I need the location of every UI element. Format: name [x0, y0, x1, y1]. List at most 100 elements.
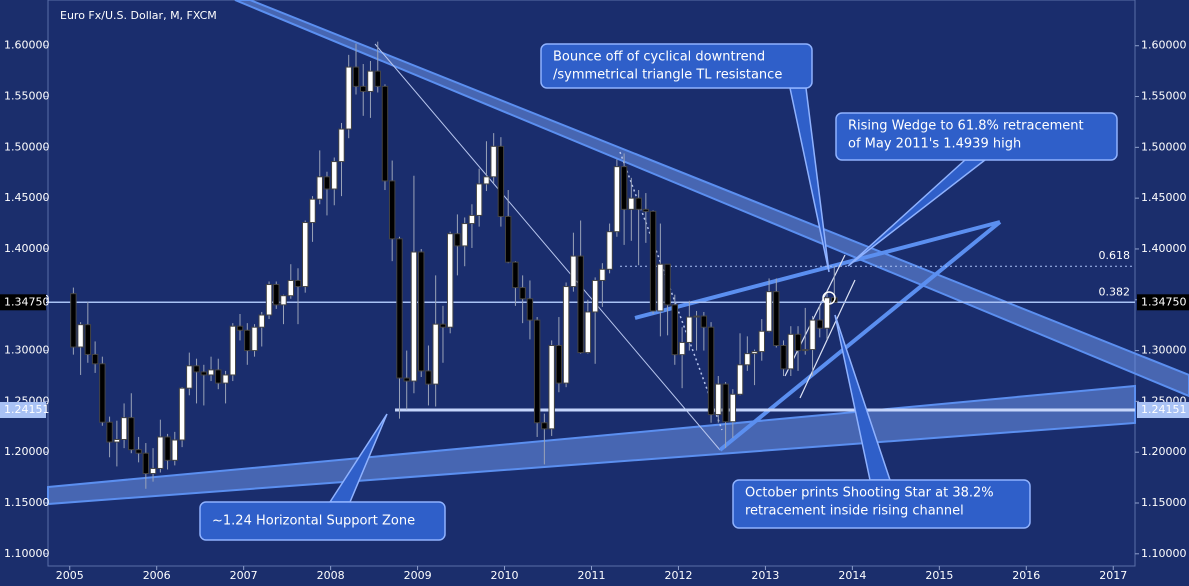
candle-body: [497, 145, 505, 217]
fib-label: 0.382: [1099, 285, 1131, 298]
candle-body: [671, 304, 679, 356]
annotation-text: October prints Shooting Star at 38.2%: [745, 486, 994, 501]
candle-body: [251, 326, 258, 352]
price-label: 1.24151: [1141, 403, 1187, 416]
candle-body: [512, 261, 519, 289]
candle-body: [316, 176, 323, 200]
y-tick-label: 1.10000: [1141, 547, 1187, 560]
price-label: 1.34750: [4, 295, 50, 308]
price-label-box: [0, 402, 46, 419]
candle-body: [236, 325, 244, 331]
candle-body: [164, 436, 171, 461]
candle-body: [678, 341, 686, 356]
annotation-text: Rising Wedge to 61.8% retracement: [848, 119, 1084, 134]
candle-body: [802, 349, 809, 352]
callout-text: Rising Wedge to 61.8% retracement of May …: [848, 119, 1084, 152]
candle-body: [780, 344, 787, 370]
candle-body: [381, 85, 389, 182]
annotation-text: /symmetrical triangle TL resistance: [553, 68, 782, 83]
candle-body: [91, 353, 99, 365]
candle-body: [773, 291, 780, 346]
candle-body: [744, 353, 751, 366]
callout-box: [732, 479, 1031, 529]
candle-body: [548, 344, 555, 430]
highlight-circle: [822, 291, 836, 305]
candle-body: [794, 333, 802, 352]
candle-body: [541, 422, 548, 430]
candle-body: [113, 438, 121, 443]
candle-body: [200, 371, 208, 376]
y-tick-label: 1.45000: [1141, 191, 1187, 204]
candle-body: [186, 365, 193, 389]
price-label-box: [1137, 402, 1189, 419]
y-tick-label: 1.60000: [1141, 39, 1187, 52]
candle-body: [70, 293, 77, 348]
x-tick-label: 2013: [751, 569, 779, 582]
candle-body: [686, 316, 693, 343]
price-label-box: [1137, 294, 1189, 311]
y-tick-label: 1.30000: [4, 344, 50, 357]
candle-body: [222, 374, 229, 384]
candle-body: [635, 197, 642, 210]
candle-body: [642, 208, 650, 212]
annotation-text: ~1.24 Horizontal Support Zone: [212, 514, 415, 529]
annotation-text: Bounce off of cyclical downtrend: [553, 50, 765, 65]
candle-body: [309, 198, 316, 224]
candle-body: [99, 363, 106, 423]
price-label: 1.24151: [4, 403, 50, 416]
candles: [70, 41, 838, 489]
candle-body: [178, 387, 186, 441]
trend-line: [374, 43, 721, 451]
candle-body: [700, 315, 708, 328]
wedge-line: [718, 220, 1002, 452]
x-tick-label: 2007: [230, 569, 258, 582]
x-tick-label: 2016: [1012, 569, 1040, 582]
price-label: 1.34750: [1141, 295, 1187, 308]
candle-body: [84, 324, 92, 355]
y-tick-label: 1.40000: [1141, 242, 1187, 255]
y-tick-label: 1.45000: [4, 191, 50, 204]
candle-body: [823, 297, 831, 329]
drawings-front: Bounce off of cyclical downtrend/symmetr…: [199, 43, 1118, 541]
candle-body: [468, 214, 476, 225]
x-tick-label: 2017: [1099, 569, 1127, 582]
candle-body: [562, 286, 570, 384]
y-tick-label: 1.15000: [4, 496, 50, 509]
candle-body: [657, 263, 664, 312]
candle-body: [490, 145, 497, 178]
candle-body: [207, 369, 215, 376]
candle-body: [555, 344, 563, 384]
candle-body: [715, 383, 722, 416]
candle-body: [418, 251, 425, 372]
candle-body: [664, 263, 671, 306]
candle-body: [758, 330, 765, 353]
x-tick-label: 2006: [143, 569, 171, 582]
candle-body: [432, 323, 439, 385]
candle-body: [620, 166, 628, 210]
candle-body: [599, 268, 606, 281]
candle-body: [816, 319, 823, 329]
candle-body: [628, 197, 635, 210]
x-tick-label: 2008: [317, 569, 345, 582]
x-tick-label: 2009: [404, 569, 432, 582]
candle-body: [106, 421, 113, 443]
candle-body: [280, 295, 287, 306]
candle-body: [454, 233, 461, 247]
chart-title: Euro Fx/U.S. Dollar, M, FXCM: [60, 9, 217, 22]
candle-body: [287, 279, 295, 297]
candle-body: [128, 417, 135, 451]
y-tick-label: 1.50000: [1141, 140, 1187, 153]
callout-box: [540, 43, 813, 89]
candle-body: [331, 161, 338, 190]
y-tick-label: 1.30000: [1141, 344, 1187, 357]
y-tick-label: 1.20000: [1141, 445, 1187, 458]
y-tick-label: 1.10000: [4, 547, 50, 560]
candle-body: [722, 383, 729, 423]
y-tick-label: 1.20000: [4, 445, 50, 458]
candle-body: [360, 85, 367, 92]
candle-body: [483, 176, 490, 185]
candle-body: [149, 467, 157, 475]
candle-body: [193, 365, 200, 373]
y-tick-label: 1.15000: [1141, 496, 1187, 509]
